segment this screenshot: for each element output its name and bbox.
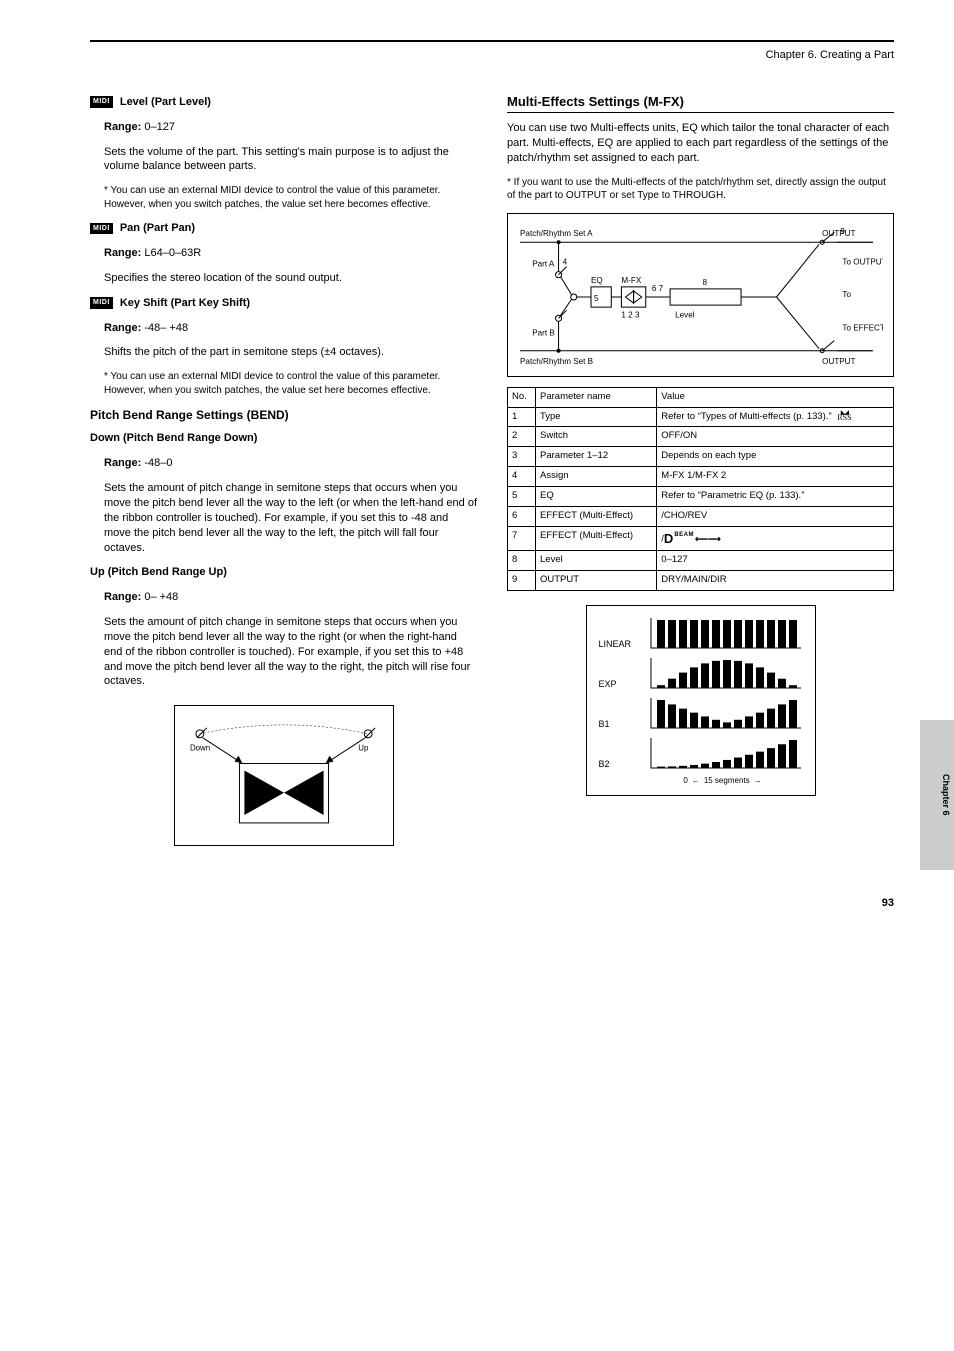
svg-text:OUTPUT: OUTPUT: [822, 229, 855, 238]
param-desc: Sets the amount of pitch change in semit…: [104, 615, 477, 689]
xlabel: 15 segments: [704, 776, 750, 787]
midi-icon: MIDI: [90, 223, 113, 234]
param-note: You can use an external MIDI device to c…: [104, 371, 440, 396]
param-bend-up: Up (Pitch Bend Range Up): [90, 565, 477, 580]
mfx-param-table: No. Parameter name Value 1TypeRefer to “…: [507, 387, 894, 591]
param-pan: MIDI Pan (Part Pan): [90, 221, 477, 236]
table-row: 1TypeRefer to “Types of Multi-effects (p…: [508, 407, 894, 427]
curve-figure: LINEAREXPB1B2 0 ← 15 segments →: [586, 605, 816, 796]
param-desc: Specifies the stereo location of the sou…: [104, 271, 477, 286]
param-name: Down (Pitch Bend Range Down): [90, 432, 257, 444]
table-row: 5EQRefer to “Parametric EQ (p. 133).”: [508, 486, 894, 506]
xlabel-zero: 0: [683, 776, 687, 787]
header-top-rule: [90, 40, 894, 42]
th-value: Value: [657, 387, 894, 407]
param-level: MIDI Level (Part Level): [90, 95, 477, 110]
svg-text:M-FX: M-FX: [621, 276, 641, 285]
curve-label: B1: [599, 718, 643, 732]
table-row: 8Level0–127: [508, 551, 894, 571]
svg-text:To EFFECT: To EFFECT: [842, 323, 883, 332]
midi-icon: MIDI: [90, 96, 113, 107]
pitch-bend-figure: Down Up: [174, 705, 394, 846]
param-name: Level (Part Level): [120, 96, 211, 108]
param-range: -48–0: [144, 457, 172, 469]
svg-text:Patch/Rhythm Set A: Patch/Rhythm Set A: [520, 229, 593, 238]
svg-text:9: 9: [840, 227, 845, 236]
param-bend-down: Down (Pitch Bend Range Down): [90, 431, 477, 446]
svg-text:5: 5: [594, 294, 599, 303]
svg-text:Part A: Part A: [532, 260, 555, 269]
th-no: No.: [508, 387, 536, 407]
page-title: Chapter 6. Creating a Part: [90, 48, 894, 63]
section-rule: [507, 112, 894, 113]
param-range-label: Range:: [104, 121, 144, 133]
left-column: MIDI Level (Part Level) Range: 0–127 Set…: [90, 93, 477, 856]
down-label: Down: [189, 744, 209, 753]
curve-label: EXP: [599, 678, 643, 692]
mfx-note: * If you want to use the Multi-effects o…: [507, 176, 894, 203]
right-column: Multi-Effects Settings (M-FX) You can us…: [507, 93, 894, 856]
param-name: Up (Pitch Bend Range Up): [90, 566, 227, 578]
svg-text:Level: Level: [675, 310, 695, 319]
param-range: 0– +48: [144, 591, 178, 603]
midi-icon: MIDI: [90, 297, 113, 308]
param-range: L64–0–63R: [144, 247, 201, 259]
svg-text:To: To: [842, 290, 851, 299]
th-name: Parameter name: [536, 387, 657, 407]
svg-text:EQ: EQ: [591, 276, 603, 285]
table-row: 2SwitchOFF/ON: [508, 427, 894, 447]
table-row: 9OUTPUTDRY/MAIN/DIR: [508, 570, 894, 590]
param-name: Pan (Part Pan): [120, 222, 195, 234]
svg-text:Patch/Rhythm Set B: Patch/Rhythm Set B: [520, 357, 593, 366]
mfx-heading: Multi-Effects Settings (M-FX): [507, 93, 894, 111]
curve-label: B2: [599, 758, 643, 772]
rss-icon: ◣◢RSS: [837, 411, 851, 421]
table-row: 7EFFECT (Multi-Effect)/DBEAM⟵⟶: [508, 526, 894, 551]
param-range: -48– +48: [144, 322, 188, 334]
dbeam-icon: DBEAM⟵⟶: [664, 530, 721, 548]
svg-text:8: 8: [703, 278, 708, 287]
param-name: Key Shift (Part Key Shift): [120, 297, 250, 309]
svg-text:OUTPUT: OUTPUT: [822, 357, 855, 366]
param-keyshift: MIDI Key Shift (Part Key Shift): [90, 296, 477, 311]
param-note: You can use an external MIDI device to c…: [104, 185, 440, 210]
svg-text:6 7: 6 7: [652, 284, 664, 293]
pitch-bend-heading: Pitch Bend Range Settings (BEND): [90, 407, 477, 423]
table-row: 6EFFECT (Multi-Effect)/CHO/REV: [508, 506, 894, 526]
param-desc: Sets the volume of the part. This settin…: [104, 145, 477, 175]
table-row: 3Parameter 1–12Depends on each type: [508, 447, 894, 467]
table-row: 4AssignM-FX 1/M-FX 2: [508, 467, 894, 487]
svg-text:1 2 3: 1 2 3: [621, 310, 640, 319]
up-label: Up: [358, 744, 369, 753]
param-range: 0–127: [144, 121, 175, 133]
page-number: 93: [882, 896, 894, 911]
mfx-intro: You can use two Multi-effects units, EQ …: [507, 121, 894, 166]
param-desc: Sets the amount of pitch change in semit…: [104, 481, 477, 555]
svg-text:4: 4: [563, 257, 568, 266]
svg-text:To OUTPUT: To OUTPUT: [842, 257, 883, 266]
svg-text:Part B: Part B: [532, 328, 555, 337]
side-tab: Chapter 6: [920, 720, 954, 870]
curve-label: LINEAR: [599, 638, 643, 652]
param-desc: Shifts the pitch of the part in semitone…: [104, 345, 477, 360]
signal-flow-diagram: Patch/Rhythm Set A OUTPUT 9 Patch/Rhythm…: [507, 213, 894, 377]
